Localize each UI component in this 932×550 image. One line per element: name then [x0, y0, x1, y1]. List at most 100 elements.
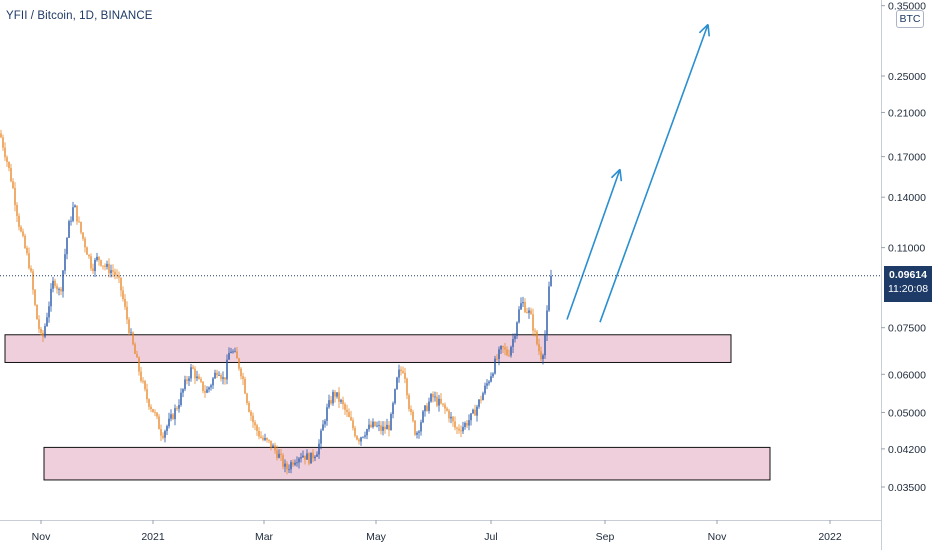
candle-body — [530, 310, 532, 315]
candle-body — [32, 271, 34, 290]
candle-body — [332, 391, 334, 404]
candle-body — [482, 393, 484, 401]
last-price-label: 0.09614 11:20:08 — [884, 266, 932, 302]
candle-body — [400, 369, 402, 372]
candle-body — [500, 345, 502, 350]
candle-body — [120, 277, 122, 291]
candle-body — [64, 254, 66, 271]
candle-body — [492, 373, 494, 377]
candle-body — [424, 405, 426, 412]
candle-body — [248, 403, 250, 412]
candle-body — [540, 351, 542, 360]
candle-body — [288, 469, 290, 471]
candle-body — [126, 306, 128, 320]
candle-body — [384, 426, 386, 430]
candle-body — [468, 420, 470, 426]
candle-body — [54, 280, 56, 286]
candle-body — [62, 270, 64, 292]
candle-body — [232, 351, 234, 353]
candle-body — [478, 399, 480, 407]
candle-body — [364, 435, 366, 437]
candle-body — [116, 274, 118, 276]
candle-body — [108, 263, 110, 274]
candle-body — [228, 352, 230, 360]
candle-body — [218, 375, 220, 376]
candle-body — [252, 415, 254, 423]
candle-body — [192, 367, 194, 369]
candle-body — [212, 378, 214, 386]
candle-body — [290, 462, 292, 470]
support-zones — [4, 334, 771, 481]
candle-body — [322, 424, 324, 431]
candle-body — [96, 256, 98, 260]
candle-body — [258, 430, 260, 437]
candle-body — [10, 168, 12, 182]
candle-body — [130, 332, 132, 334]
candle-body — [190, 367, 192, 379]
candle-body — [456, 427, 458, 429]
candle-body — [276, 450, 278, 458]
candle-body — [380, 425, 382, 431]
candle-body — [110, 270, 112, 274]
candle-body — [170, 414, 172, 419]
last-price-value: 0.09614 — [889, 269, 927, 281]
candle-body — [48, 306, 50, 318]
candle-body — [112, 270, 114, 272]
candle-body — [274, 445, 276, 451]
price-tick-label: 0.25000 — [888, 71, 926, 83]
candle-body — [100, 260, 102, 266]
candle-body — [36, 304, 38, 320]
candle-body — [196, 376, 198, 379]
candle-body — [80, 221, 82, 233]
candle-body — [166, 426, 168, 432]
candle-body — [538, 344, 540, 352]
candle-body — [46, 317, 48, 327]
candle-body — [532, 314, 534, 331]
candle-body — [180, 392, 182, 405]
time-tick-label: May — [366, 531, 387, 543]
candle-body — [402, 371, 404, 373]
candle-body — [360, 437, 362, 442]
candle-body — [374, 421, 376, 427]
candle-body — [246, 393, 248, 404]
candle-body — [242, 376, 244, 379]
candle-body — [420, 422, 422, 432]
candle-body — [98, 256, 100, 261]
time-axis[interactable]: Nov 2021 Mar May Jul Sep Nov 2022 — [0, 520, 881, 543]
candle-body — [330, 400, 332, 404]
candle-body — [512, 339, 514, 347]
price-tick-label: 0.14000 — [888, 192, 926, 204]
candle-body — [22, 231, 24, 236]
candle-body — [394, 389, 396, 404]
candle-body — [284, 463, 286, 467]
candle-body — [2, 137, 4, 148]
candle-body — [312, 452, 314, 459]
price-tick-label: 0.07500 — [888, 323, 926, 335]
candle-body — [320, 430, 322, 444]
candle-body — [426, 405, 428, 411]
candle-body — [546, 310, 548, 336]
candle-body — [240, 368, 242, 377]
candle-body — [150, 406, 152, 410]
candle-body — [398, 369, 400, 378]
candle-body — [86, 247, 88, 255]
candle-body — [522, 302, 524, 304]
candle-body — [282, 455, 284, 467]
candle-body — [224, 377, 226, 380]
candle-body — [504, 347, 506, 350]
candle-body — [372, 421, 374, 428]
currency-badge[interactable]: BTC — [896, 10, 924, 28]
candle-body — [348, 412, 350, 417]
candle-body — [24, 235, 26, 248]
candle-body — [484, 385, 486, 394]
time-tick-label: Sep — [596, 531, 615, 543]
candle-body — [152, 409, 154, 413]
candle-body — [82, 232, 84, 239]
candle-body — [326, 407, 328, 421]
candle-body — [422, 411, 424, 423]
price-axis[interactable]: 0.35000 0.25000 0.21000 0.17000 0.14000 0.110… — [881, 0, 926, 550]
candle-body — [356, 436, 358, 440]
candle-body — [30, 268, 32, 272]
candle-body — [294, 462, 296, 465]
